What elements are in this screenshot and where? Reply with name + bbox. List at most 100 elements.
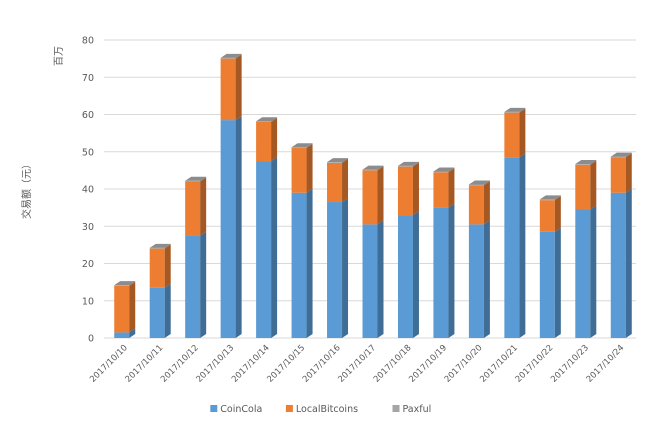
- y-tick-label: 10: [82, 296, 94, 307]
- bar-segment: [610, 192, 626, 338]
- bar-segment: [468, 185, 484, 225]
- bar-top: [397, 161, 419, 166]
- bar-segment: [327, 202, 343, 338]
- bar-side: [164, 244, 171, 288]
- bar-top: [468, 180, 490, 185]
- bar-segment: [504, 157, 520, 338]
- bar-side: [200, 177, 207, 236]
- legend-item: CoinCola: [210, 404, 262, 415]
- bar-segment: [433, 172, 449, 208]
- y-axis-label: 交易额（元）: [20, 159, 33, 219]
- bar-segment: [291, 192, 307, 338]
- bar-side: [200, 231, 207, 338]
- bar-side: [412, 211, 419, 338]
- bar-top: [185, 176, 207, 181]
- bar-side: [306, 188, 313, 338]
- bar-stack: [575, 160, 597, 338]
- bar-top: [327, 158, 349, 163]
- bar-segment: [114, 332, 130, 338]
- bar-segment: [256, 161, 272, 338]
- bar-side: [235, 53, 242, 59]
- bar-top: [256, 117, 278, 122]
- bar-stack: [327, 158, 349, 338]
- bar-segment: [256, 121, 272, 122]
- y-tick-label: 50: [82, 147, 94, 158]
- legend-label: Paxful: [403, 404, 432, 415]
- bar-side: [271, 117, 278, 122]
- bar-side: [519, 107, 526, 113]
- bar-side: [590, 205, 597, 338]
- bar-top: [575, 160, 597, 165]
- bar-segment: [220, 58, 236, 121]
- bar-stack: [362, 165, 384, 338]
- bar-segment: [327, 162, 343, 203]
- bar-segment: [539, 200, 555, 232]
- bar-side: [625, 153, 632, 193]
- bar-stack: [220, 53, 242, 339]
- legend-swatch: [285, 405, 293, 412]
- bar-stack: [539, 195, 561, 338]
- bar-segment: [149, 287, 165, 338]
- legend-label: CoinCola: [220, 404, 262, 415]
- bar-side: [129, 328, 136, 338]
- bar-side: [377, 166, 384, 225]
- bar-stack: [256, 117, 278, 338]
- y-tick-label: 70: [82, 73, 94, 84]
- bar-segment: [185, 180, 201, 182]
- bar-side: [235, 54, 242, 121]
- bar-stack: [185, 176, 207, 338]
- bar-side: [554, 196, 561, 232]
- bar-side: [448, 203, 455, 338]
- bar-segment: [327, 162, 343, 163]
- bar-segment: [610, 157, 626, 193]
- bar-top: [433, 167, 455, 172]
- y-tick-label: 0: [88, 334, 94, 345]
- bar-segment: [504, 111, 520, 113]
- bar-top: [610, 152, 632, 157]
- bar-segment: [362, 224, 378, 338]
- bars: [114, 53, 632, 339]
- legend-swatch: [210, 405, 218, 412]
- bar-segment: [185, 235, 201, 338]
- bar-side: [164, 243, 171, 249]
- bar-side: [342, 158, 349, 163]
- bar-segment: [362, 169, 378, 171]
- y-axis-unit: 百万: [53, 46, 65, 66]
- bar-side: [342, 158, 349, 203]
- legend-label: LocalBitcoins: [296, 404, 358, 415]
- y-tick-label: 80: [82, 36, 94, 47]
- bar-segment: [149, 248, 165, 288]
- bar-segment: [256, 121, 272, 162]
- bar-top: [149, 243, 171, 248]
- bar-segment: [468, 184, 484, 186]
- bar-side: [483, 180, 490, 186]
- bar-side: [554, 227, 561, 338]
- bar-segment: [114, 285, 130, 286]
- bar-top: [539, 195, 561, 200]
- bar-side: [412, 162, 419, 216]
- y-tick-label: 40: [82, 185, 94, 196]
- bar-segment: [468, 224, 484, 338]
- bar-stack: [504, 107, 526, 338]
- bar-top: [114, 281, 136, 286]
- legend: CoinCola LocalBitcoins Paxful: [210, 404, 431, 415]
- bar-stack: [397, 161, 419, 338]
- bar-side: [235, 116, 242, 339]
- bar-segment: [575, 209, 591, 338]
- bar-side: [306, 144, 313, 193]
- bar-side: [625, 188, 632, 338]
- bar-stack: [433, 167, 455, 338]
- bar-segment: [397, 215, 413, 338]
- legend-item: LocalBitcoins: [285, 404, 358, 415]
- bar-side: [519, 153, 526, 338]
- bar-segment: [575, 164, 591, 210]
- bar-side: [519, 108, 526, 158]
- bar-stack: [610, 152, 632, 338]
- bar-segment: [220, 120, 236, 339]
- bar-side: [590, 160, 597, 210]
- bar-top: [504, 107, 526, 112]
- bar-segment: [397, 166, 413, 216]
- bar-stack: [468, 180, 490, 338]
- bar-segment: [575, 164, 591, 165]
- bar-segment: [291, 148, 307, 193]
